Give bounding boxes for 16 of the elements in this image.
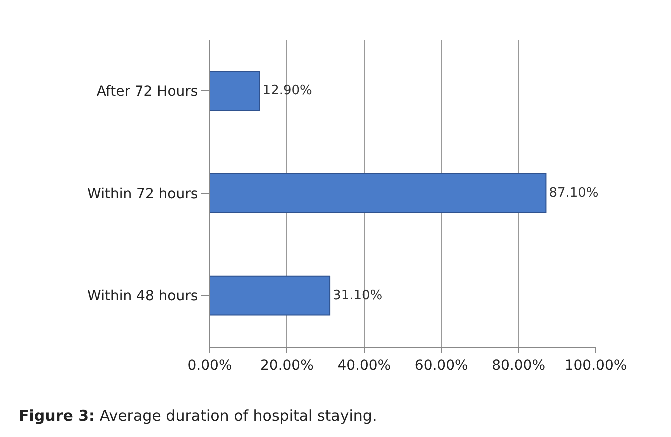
x-tick-label: 80.00% [492, 358, 546, 374]
y-tick-label: After 72 Hours [96, 84, 198, 100]
bar [210, 276, 331, 316]
x-tick-label: 20.00% [260, 358, 314, 374]
x-tick-label: 40.00% [338, 358, 392, 374]
data-label: 31.10% [333, 288, 383, 304]
y-tick-label: Within 72 hours [88, 186, 198, 202]
data-label: 12.90% [262, 84, 312, 99]
x-tick-label: 60.00% [414, 358, 468, 374]
x-tick-label: 0.00% [188, 358, 232, 374]
caption: Figure 3: Average duration of hospital staying. [19, 407, 378, 425]
data-label: 87.10% [549, 186, 599, 201]
bar [210, 71, 260, 112]
x-tick-label: 100.00% [564, 358, 628, 374]
bar [210, 174, 547, 214]
y-tick-label: Within 48 hours [88, 288, 198, 305]
